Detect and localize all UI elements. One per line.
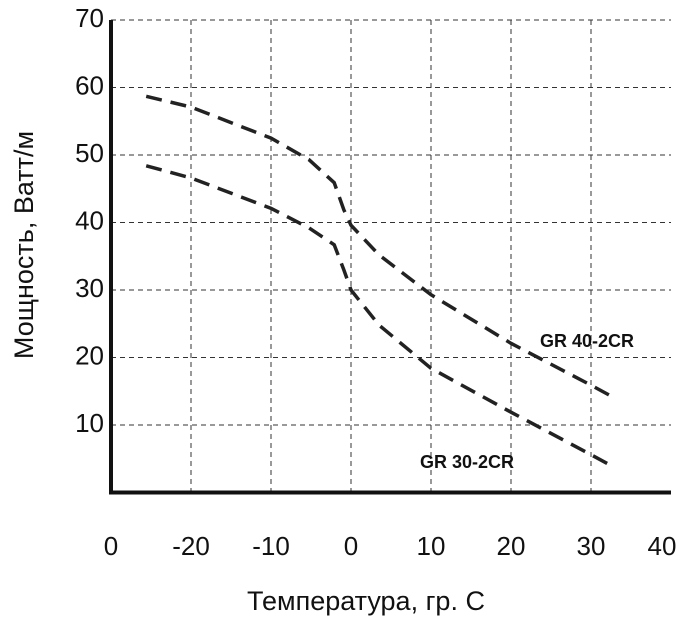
x-tick-label: 30 <box>577 531 606 561</box>
y-tick-label: 60 <box>75 70 104 100</box>
x-tick-label: 10 <box>417 531 446 561</box>
series-label: GR 30-2CR <box>420 452 514 472</box>
y-tick-label: 40 <box>75 205 104 235</box>
x-tick-label: 20 <box>497 531 526 561</box>
y-axis-title: Мощность, Ватт/м <box>9 131 39 359</box>
x-tick-label: -10 <box>252 531 290 561</box>
y-tick-label: 20 <box>75 340 104 370</box>
series-line <box>145 94 615 399</box>
x-tick-label: 0 <box>344 531 358 561</box>
x-tick-label: -20 <box>172 531 210 561</box>
y-tick-label: 30 <box>75 273 104 303</box>
x-tick-label: 0 <box>104 531 118 561</box>
x-tick-label: 40 <box>648 531 677 561</box>
x-axis-title: Температура, гр. С <box>247 586 485 616</box>
series-label: GR 40-2CR <box>540 331 634 351</box>
series-line <box>145 164 615 469</box>
y-tick-label: 10 <box>75 408 104 438</box>
y-tick-label: 70 <box>75 3 104 33</box>
y-tick-label: 50 <box>75 138 104 168</box>
